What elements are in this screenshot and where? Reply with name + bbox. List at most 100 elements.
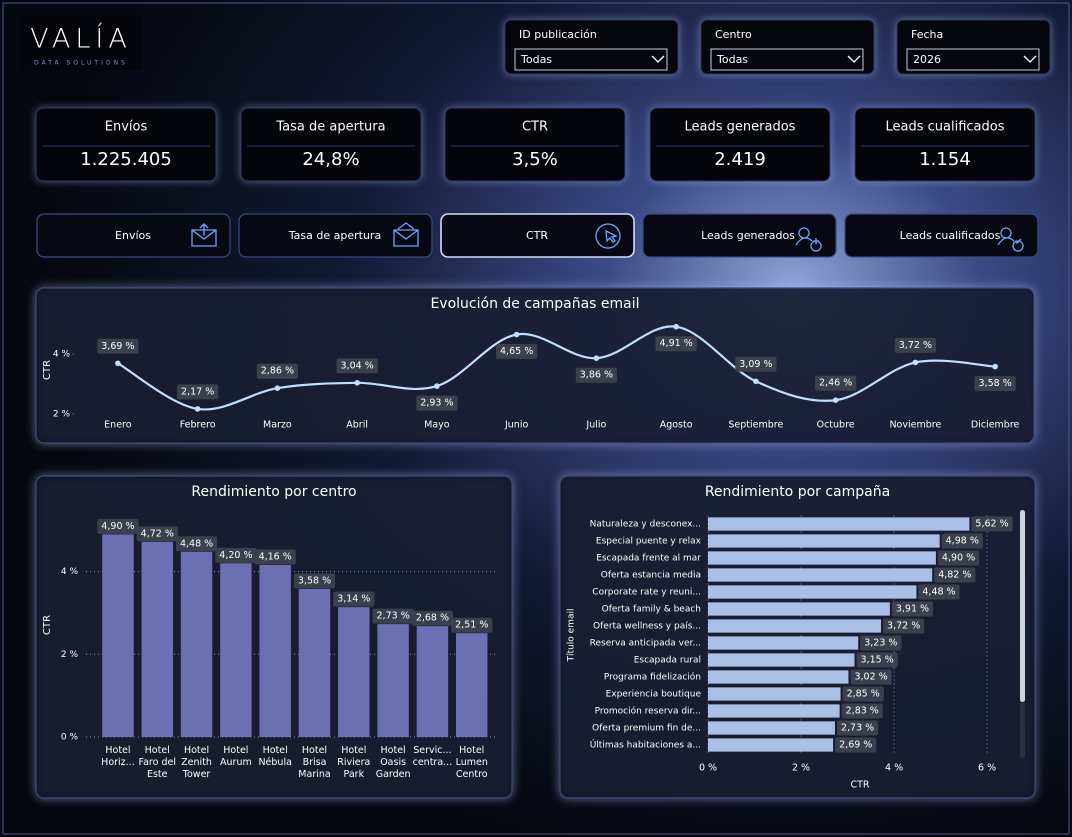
x-tick-label: 6 % [978,763,996,774]
bar [102,534,134,737]
x-tick-label: 0 % [699,763,717,774]
data-label: 5,62 % [975,519,1008,530]
x-tick-label: Hotel Aurum [220,745,252,768]
x-tick-label: Enero [104,420,132,431]
bar [377,624,409,737]
data-label-bg [856,652,898,668]
data-label-bg [937,550,980,566]
nav-button[interactable] [238,213,433,258]
dropdown-value: 2026 [913,53,941,66]
dropdown[interactable] [710,48,864,71]
data-label: 2,73 % [377,611,410,622]
data-label-bg [735,356,777,372]
data-label-bg [918,584,960,600]
bar [708,721,835,735]
x-tick-label: Hotel Zenith Tower [181,745,212,780]
x-tick-label: Febrero [180,420,216,431]
data-label-bg [175,536,218,552]
filter-label: Centro [715,28,752,41]
kpi-label: Leads cualificados [886,120,1005,135]
data-label: 4,98 % [946,536,979,547]
nav-button[interactable] [642,213,837,258]
data-label: 2,93 % [420,398,453,409]
y-tick-label: Escapada rural [634,656,701,666]
kpi-card [649,107,831,182]
y-tick-label: Oferta family & beach [602,605,701,615]
data-label-bg [883,618,925,634]
bar [298,588,331,737]
bar [220,563,252,737]
data-label: 2,68 % [416,613,449,624]
y-tick-label: Corporate rate y reuni... [592,588,701,598]
y-tick-label: Últimas habitaciones a... [590,739,701,751]
kpi-label: Envíos [105,120,148,135]
bar [708,568,933,582]
data-label: 4,20 % [219,550,252,561]
data-label: 4,72 % [141,528,174,539]
data-label-bg [815,375,857,391]
dropdown-arrow [847,55,861,63]
bar [708,653,855,667]
data-label-bg [215,547,257,563]
dropdown[interactable] [906,48,1040,71]
data-label-bg [835,737,877,753]
x-tick-label: Hotel Brisa Marina [298,745,331,780]
data-label-bg [293,573,336,589]
data-label-bg [336,358,378,374]
bar [180,551,213,737]
y-tick-label: Escapada frente al mar [596,554,701,564]
x-tick-label-box: Hotel Horiz... [101,745,135,768]
x-tick-label: Hotel Horiz... [101,745,135,768]
dropdown-value: Todas [520,53,552,66]
kpi-card [240,107,422,182]
point [912,359,919,366]
x-tick-label: Hotel Lumen Centro [455,745,488,780]
nav-button-label: Leads generados [701,229,795,242]
data-label: 4,91 % [660,338,693,349]
chart-panel [35,287,1035,444]
data-label-bg [256,363,298,379]
bar [708,738,834,752]
y-tick-label: Experiencia boutique [606,690,702,700]
kpi-value: 1.225.405 [80,149,172,170]
data-label: 2,69 % [839,740,872,751]
data-label: 4,90 % [101,521,134,532]
chart-title: Rendimiento por campaña [705,484,890,500]
dropdown-arrow [651,55,665,63]
point [194,406,201,412]
data-label-bg [655,336,697,352]
y-tick-label: 4 % [53,350,71,360]
bar [259,565,291,737]
data-label: 3,09 % [739,359,772,370]
bar [338,607,370,737]
bar [456,633,488,737]
data-label: 2,85 % [847,689,880,700]
point [832,397,839,404]
x-tick-label: Hotel Riviera Park [337,745,371,780]
data-label: 2,86 % [261,366,294,377]
nav-button[interactable] [36,213,231,258]
nav-button[interactable] [440,213,635,258]
dropdown[interactable] [514,48,668,71]
filter-label: Fecha [911,28,943,41]
chart-title: Rendimiento por centro [191,484,356,500]
x-tick-label-box: Hotel Lumen Centro [455,745,488,780]
x-tick-label-box: Hotel Faro del Este [139,745,176,780]
x-tick-label: Hotel Oasis Garden [375,745,411,780]
y-tick-label: 2 % [61,650,79,660]
data-label-bg [934,567,976,583]
point [992,363,998,370]
kpi-card [854,107,1036,182]
data-label: 4,16 % [259,552,292,563]
point [673,323,679,330]
data-label-bg [372,608,414,624]
nav-button-label: Tasa de apertura [288,229,381,242]
data-label: 3,58 % [979,378,1012,389]
scrollbar-thumb[interactable] [1020,510,1025,702]
data-label: 3,86 % [580,370,613,381]
data-label: 4,48 % [922,587,955,598]
nav-button[interactable] [844,213,1039,258]
data-label-bg [136,526,178,542]
